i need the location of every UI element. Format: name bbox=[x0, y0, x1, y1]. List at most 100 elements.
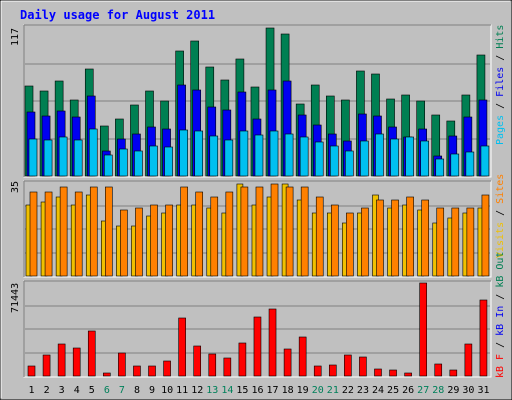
bar bbox=[88, 128, 98, 177]
bar bbox=[104, 154, 113, 177]
legend-entry: kB Out bbox=[495, 252, 506, 288]
bar bbox=[178, 317, 186, 377]
bar bbox=[376, 199, 384, 277]
bar bbox=[269, 130, 279, 177]
bar bbox=[133, 365, 141, 377]
x-tick-label: 6 bbox=[104, 385, 110, 396]
bar bbox=[43, 139, 53, 177]
bar bbox=[450, 153, 460, 177]
bar bbox=[164, 146, 173, 177]
bar bbox=[329, 145, 339, 177]
bar bbox=[135, 207, 143, 277]
bar bbox=[285, 186, 294, 277]
bar bbox=[345, 150, 354, 177]
bar bbox=[209, 135, 219, 177]
bar bbox=[58, 136, 68, 177]
x-tick-label: 20 bbox=[312, 385, 324, 396]
bar bbox=[208, 353, 217, 377]
panel-2-legend: Visits / Sites bbox=[495, 174, 506, 258]
x-tick-label: 15 bbox=[236, 385, 248, 396]
panel-3-ymax-label: 71443 bbox=[10, 283, 21, 313]
legend-entry: kB F bbox=[495, 354, 506, 378]
bar bbox=[224, 139, 234, 177]
bar bbox=[89, 186, 98, 277]
x-tick-label: 3 bbox=[59, 385, 65, 396]
x-tick-label: 14 bbox=[221, 385, 233, 396]
bar bbox=[434, 363, 443, 377]
bar bbox=[194, 130, 204, 177]
bar bbox=[150, 204, 158, 277]
bar bbox=[284, 133, 294, 177]
bar bbox=[435, 158, 445, 177]
bar bbox=[193, 345, 202, 377]
legend-separator: / bbox=[495, 336, 506, 354]
bar bbox=[313, 365, 322, 377]
bar bbox=[390, 138, 399, 177]
x-tick-label: 7 bbox=[119, 385, 125, 396]
bar bbox=[481, 194, 490, 277]
legend-entry: Sites bbox=[495, 174, 506, 204]
x-tick-label: 16 bbox=[251, 385, 263, 396]
x-tick-label: 13 bbox=[206, 385, 218, 396]
x-tick-label: 30 bbox=[462, 385, 474, 396]
legend-separator: / bbox=[495, 204, 506, 222]
bar bbox=[179, 129, 188, 177]
x-tick-label: 18 bbox=[282, 385, 294, 396]
bar bbox=[404, 372, 412, 377]
bar bbox=[119, 148, 128, 177]
legend-entry: Pages bbox=[495, 115, 506, 145]
x-tick-label: 22 bbox=[342, 385, 354, 396]
x-tick-label: 25 bbox=[387, 385, 399, 396]
bar bbox=[28, 138, 38, 177]
bar bbox=[270, 183, 279, 277]
bar bbox=[464, 343, 473, 377]
bar bbox=[375, 133, 384, 177]
legend-separator: / bbox=[495, 97, 506, 115]
legend-entry: kB In bbox=[495, 306, 506, 336]
x-tick-label: 24 bbox=[372, 385, 384, 396]
bar bbox=[314, 141, 324, 177]
bar bbox=[255, 186, 264, 277]
x-tick-label: 19 bbox=[297, 385, 309, 396]
bar bbox=[479, 299, 488, 377]
bar bbox=[87, 330, 96, 377]
bar bbox=[210, 196, 219, 277]
legend-entry: Files bbox=[495, 67, 506, 97]
x-tick-label: 26 bbox=[402, 385, 414, 396]
bar bbox=[361, 207, 369, 277]
bar bbox=[451, 207, 460, 277]
bar bbox=[374, 368, 382, 377]
bar bbox=[42, 354, 51, 377]
bar bbox=[391, 199, 399, 277]
bar bbox=[73, 139, 83, 177]
bar bbox=[165, 204, 173, 277]
bar bbox=[420, 140, 429, 177]
x-tick-label: 12 bbox=[191, 385, 203, 396]
bar bbox=[315, 196, 324, 277]
legend-entry: Hits bbox=[495, 25, 506, 49]
x-tick-label: 11 bbox=[176, 385, 188, 396]
x-tick-label: 28 bbox=[432, 385, 444, 396]
x-tick-label: 8 bbox=[134, 385, 140, 396]
bar bbox=[480, 145, 490, 177]
bar bbox=[148, 365, 156, 377]
bar bbox=[405, 136, 414, 177]
bar bbox=[346, 212, 354, 277]
bar bbox=[239, 130, 249, 177]
x-tick-label: 5 bbox=[89, 385, 95, 396]
bar bbox=[360, 140, 369, 177]
bar bbox=[406, 196, 414, 277]
chart-title: Daily usage for August 2011 bbox=[20, 8, 215, 22]
bar bbox=[223, 357, 232, 377]
bar bbox=[389, 369, 397, 377]
bars bbox=[24, 27, 490, 377]
x-tick-labels: 1 2 3 4 5 6 7 8 9 10 11 12 13 14 15 16 17 18 19 20 21 22 23 24 2… bbox=[29, 385, 490, 396]
panel-2-ymax-label: 35 bbox=[10, 181, 21, 193]
x-tick-label: 4 bbox=[74, 385, 80, 396]
x-tick-label: 10 bbox=[161, 385, 173, 396]
bar bbox=[44, 191, 53, 277]
bar bbox=[359, 356, 367, 377]
bar bbox=[298, 336, 307, 377]
bar bbox=[299, 136, 309, 177]
x-tick-label: 23 bbox=[357, 385, 369, 396]
